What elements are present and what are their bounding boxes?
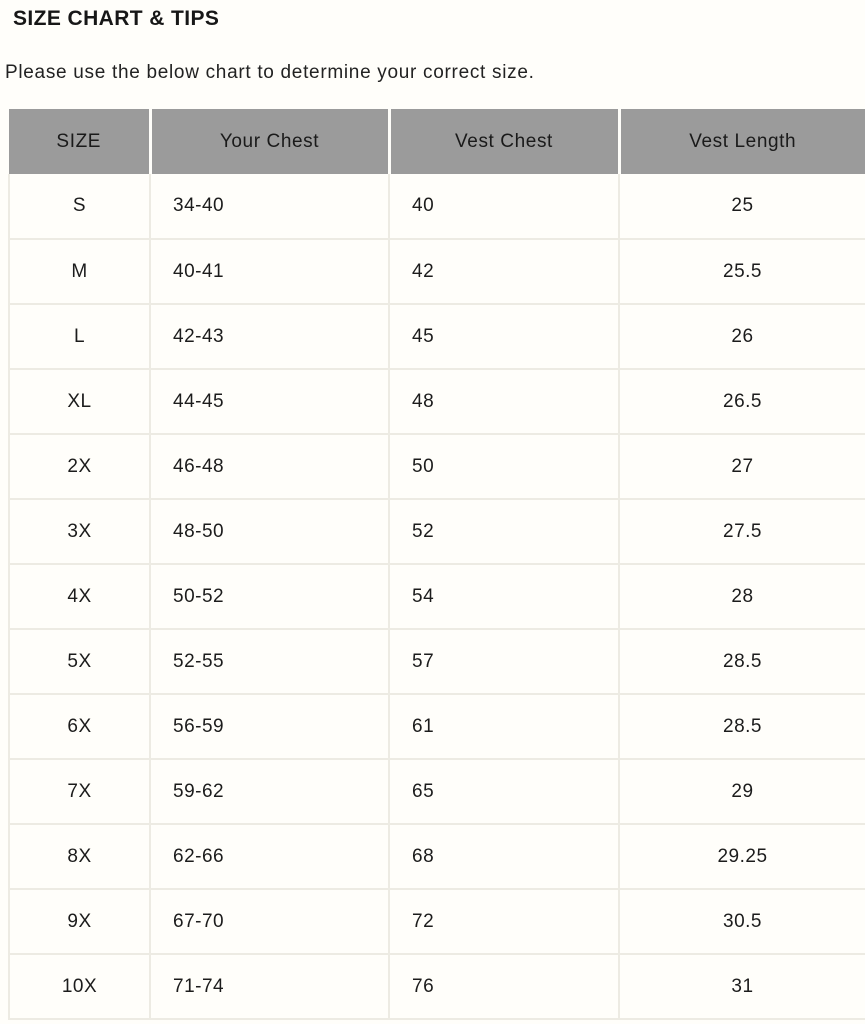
- table-cell: 34-40: [150, 174, 390, 240]
- table-row: 8X 62-66 68 29.25: [8, 824, 865, 890]
- table-cell: 48: [389, 369, 620, 435]
- table-cell: 40-41: [150, 239, 390, 305]
- table-cell: 71-74: [150, 954, 390, 1020]
- table-cell: 45: [389, 304, 620, 370]
- table-cell: 31: [619, 954, 865, 1020]
- table-row: 6X 56-59 61 28.5: [8, 694, 865, 760]
- table-cell: 42: [389, 239, 620, 305]
- table-cell: 62-66: [150, 824, 390, 890]
- table-cell: 40: [389, 174, 620, 240]
- table-cell: 46-48: [150, 434, 390, 500]
- table-cell: 52: [389, 499, 620, 565]
- table-cell: 56-59: [150, 694, 390, 760]
- table-cell: 28.5: [619, 694, 865, 760]
- table-cell: 6X: [8, 694, 151, 760]
- table-row: 10X 71-74 76 31: [8, 954, 865, 1020]
- table-cell: 59-62: [150, 759, 390, 825]
- table-row: S 34-40 40 25: [8, 174, 865, 240]
- table-cell: 5X: [8, 629, 151, 695]
- table-cell: 10X: [8, 954, 151, 1020]
- table-cell: 50: [389, 434, 620, 500]
- column-header-vest-chest: Vest Chest: [389, 109, 621, 174]
- table-cell: 3X: [8, 499, 151, 565]
- table-cell: 50-52: [150, 564, 390, 630]
- table-row: XL 44-45 48 26.5: [8, 369, 865, 435]
- table-cell: 30.5: [619, 889, 865, 955]
- table-cell: S: [8, 174, 151, 240]
- table-row: 4X 50-52 54 28: [8, 564, 865, 630]
- page-title: SIZE CHART & TIPS: [13, 7, 220, 30]
- table-cell: 52-55: [150, 629, 390, 695]
- table-cell: 68: [389, 824, 620, 890]
- table-cell: 65: [389, 759, 620, 825]
- table-cell: 8X: [8, 824, 151, 890]
- table-cell: 27: [619, 434, 865, 500]
- column-header-vest-length: Vest Length: [619, 109, 865, 174]
- intro-text: Please use the below chart to determine …: [5, 62, 535, 83]
- table-cell: XL: [8, 369, 151, 435]
- table-cell: 27.5: [619, 499, 865, 565]
- table-row: 2X 46-48 50 27: [8, 434, 865, 500]
- table-cell: 26.5: [619, 369, 865, 435]
- table-row: L 42-43 45 26: [8, 304, 865, 370]
- table-row: M 40-41 42 25.5: [8, 239, 865, 305]
- table-cell: M: [8, 239, 151, 305]
- table-cell: 72: [389, 889, 620, 955]
- table-row: 9X 67-70 72 30.5: [8, 889, 865, 955]
- table-body: S 34-40 40 25 M 40-41 42 25.5 L 42-43 45 26 XL 44-45 4…: [8, 174, 865, 1020]
- table-cell: 26: [619, 304, 865, 370]
- table-cell: L: [8, 304, 151, 370]
- table-cell: 57: [389, 629, 620, 695]
- table-cell: 2X: [8, 434, 151, 500]
- table-row: 3X 48-50 52 27.5: [8, 499, 865, 565]
- table-cell: 4X: [8, 564, 151, 630]
- column-header-size: SIZE: [9, 109, 152, 174]
- table-cell: 42-43: [150, 304, 390, 370]
- table-cell: 28.5: [619, 629, 865, 695]
- table-cell: 29.25: [619, 824, 865, 890]
- table-row: 7X 59-62 65 29: [8, 759, 865, 825]
- table-cell: 7X: [8, 759, 151, 825]
- table-cell: 44-45: [150, 369, 390, 435]
- table-cell: 54: [389, 564, 620, 630]
- table-cell: 76: [389, 954, 620, 1020]
- column-header-your-chest: Your Chest: [150, 109, 391, 174]
- table-header-row: SIZE Your Chest Vest Chest Vest Length: [9, 109, 865, 174]
- table-cell: 61: [389, 694, 620, 760]
- table-cell: 25.5: [619, 239, 865, 305]
- table-row: 5X 52-55 57 28.5: [8, 629, 865, 695]
- table-cell: 48-50: [150, 499, 390, 565]
- table-cell: 28: [619, 564, 865, 630]
- table-cell: 29: [619, 759, 865, 825]
- size-chart-table: SIZE Your Chest Vest Chest Vest Length S…: [8, 109, 865, 1020]
- table-cell: 25: [619, 174, 865, 240]
- table-cell: 9X: [8, 889, 151, 955]
- table-cell: 67-70: [150, 889, 390, 955]
